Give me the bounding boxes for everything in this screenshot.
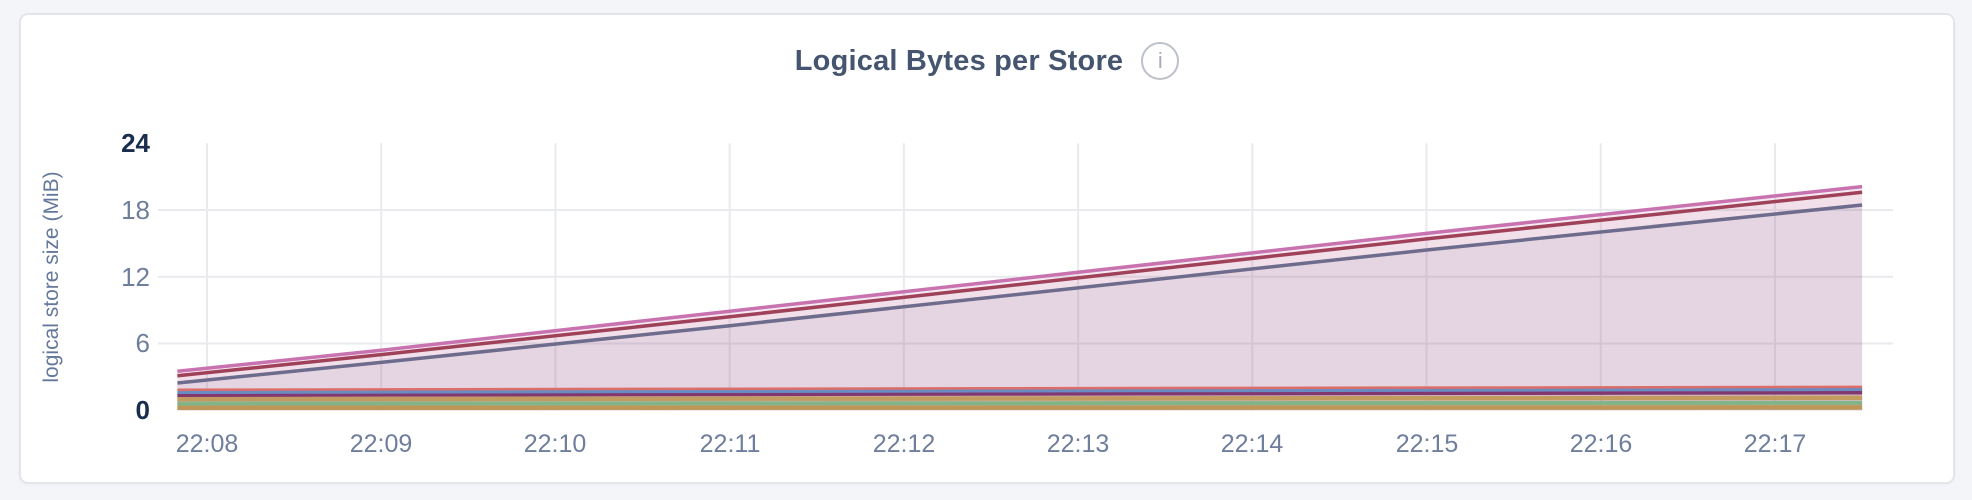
x-tick-label-2210: 22:10 (523, 430, 587, 458)
y-tick-label-24: 24 (121, 128, 150, 158)
series-line-store-2-maroon (177, 190, 1863, 378)
x-tick-label-2208: 22:08 (175, 430, 239, 458)
series-area-store-2-maroon (177, 192, 1863, 411)
series-area-store-3-slate (177, 205, 1863, 411)
x-tick-label-2209: 22:09 (349, 430, 413, 458)
x-tick-label-2212: 22:12 (872, 430, 936, 458)
series-line-store-3-slate (177, 203, 1863, 385)
series-area-store-1-pink (177, 186, 1863, 411)
series-line-store-7-tan (177, 395, 1863, 402)
x-tick-label-2215: 22:15 (1395, 430, 1459, 458)
y-tick-label-6: 6 (135, 328, 150, 358)
info-icon[interactable]: i (1141, 42, 1180, 80)
x-tick-label-2216: 22:16 (1569, 430, 1633, 458)
x-tick-label-2217: 22:17 (1743, 430, 1807, 458)
series-line-store-4-red (177, 385, 1863, 391)
x-tick-label-2211: 22:11 (699, 430, 761, 458)
y-tick-label-12: 12 (121, 262, 150, 292)
series-line-store-6-magenta (177, 389, 1863, 397)
series-line-store-8-green (177, 400, 1863, 406)
x-tick-label-2213: 22:13 (1046, 430, 1110, 458)
x-tick-label-2214: 22:14 (1220, 430, 1284, 458)
series-line-store-1-pink (177, 184, 1863, 374)
y-tick-label-18: 18 (121, 195, 150, 225)
y-tick-label-0: 0 (135, 395, 150, 425)
series-line-store-5-blue (177, 387, 1863, 394)
